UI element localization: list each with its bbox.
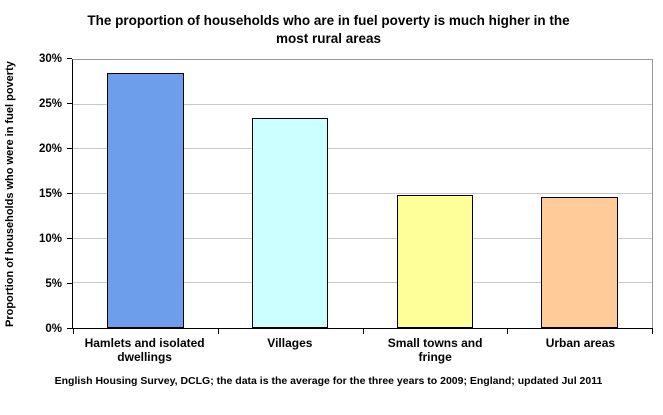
bar-slot	[218, 60, 363, 329]
bar-3	[396, 195, 474, 329]
x-tick-label: Urban areas	[545, 336, 616, 351]
source-note: English Housing Survey, DCLG; the data i…	[54, 374, 603, 387]
gridline	[73, 103, 652, 105]
bar-slot	[73, 60, 218, 329]
bar-slots	[73, 60, 652, 329]
y-tick-mark	[67, 103, 72, 105]
y-tick-label: 25%	[38, 98, 62, 111]
y-tick-label: 15%	[38, 188, 62, 201]
bar-1	[107, 72, 184, 329]
y-tick-mark	[67, 58, 72, 60]
x-tick-mark	[507, 328, 509, 335]
bar-slot	[507, 60, 652, 329]
bar-chart: Proportion of households who were in fue…	[4, 53, 653, 365]
x-tick-mark	[73, 328, 74, 335]
y-tick-mark	[67, 283, 72, 285]
gridline	[73, 237, 652, 239]
x-tick-label: Hamlets and isolated dwellings	[84, 336, 205, 365]
x-axis-labels: Hamlets and isolated dwellings Villages Sm…	[72, 329, 653, 365]
bar-slot	[363, 60, 508, 329]
y-tick-label: 10%	[38, 233, 62, 246]
x-tick-mark	[652, 328, 653, 335]
y-axis-label: Proportion of households who were in fue…	[4, 61, 16, 328]
x-tick-label: Villages	[267, 336, 313, 351]
x-tick-mark	[362, 328, 364, 335]
y-tick-mark	[67, 148, 72, 150]
y-tick-mark	[67, 193, 72, 195]
x-tick-label: Small towns and fringe	[387, 336, 483, 365]
y-tick-mark	[67, 238, 72, 240]
y-axis-ticks: 0% 5% 10% 15% 20% 25% 30%	[28, 53, 72, 335]
chart-title: The proportion of households who are in …	[87, 13, 570, 46]
y-tick-label: 20%	[38, 143, 62, 156]
gridline	[73, 193, 652, 195]
x-tick-mark	[217, 328, 219, 335]
gridline	[73, 148, 652, 150]
bar-2	[251, 118, 329, 329]
y-tick-label: 30%	[38, 53, 62, 66]
bar-4	[541, 196, 618, 329]
gridline	[73, 282, 652, 284]
y-tick-mark	[67, 328, 72, 330]
y-tick-label: 0%	[45, 323, 62, 336]
y-tick-label: 5%	[45, 278, 62, 291]
plot-area	[72, 59, 653, 335]
